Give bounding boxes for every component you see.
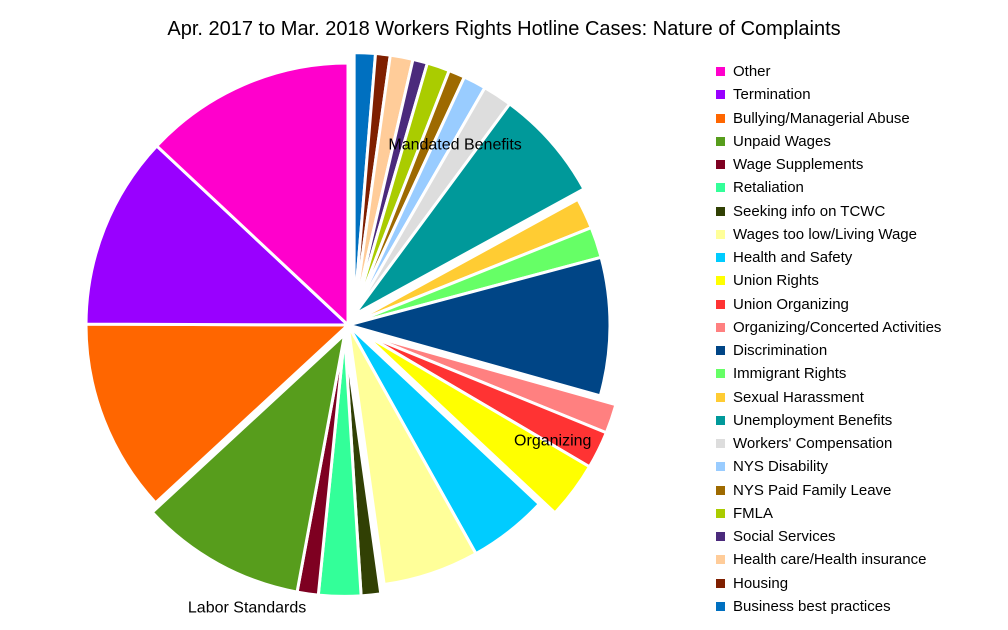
legend-item-workers-compensation: Workers' Compensation	[716, 432, 941, 455]
legend-swatch	[716, 392, 725, 402]
legend-label: Organizing/Concerted Activities	[733, 318, 942, 336]
legend-swatch	[716, 90, 725, 100]
legend-item-termination: Termination	[716, 83, 941, 106]
legend-item-seeking-info-on-tcwc: Seeking info on TCWC	[716, 200, 941, 223]
legend-swatch	[716, 67, 725, 77]
legend: Other Termination Bullying/Managerial Abus…	[716, 60, 941, 618]
legend-swatch	[716, 113, 725, 123]
legend-swatch	[716, 276, 725, 286]
pie-slices	[84, 51, 618, 598]
legend-swatch	[716, 346, 725, 356]
legend-swatch	[716, 299, 725, 309]
legend-label: Termination	[733, 86, 811, 104]
legend-swatch	[716, 439, 725, 449]
legend-item-unpaid-wages: Unpaid Wages	[716, 130, 941, 153]
legend-label: Seeking info on TCWC	[733, 202, 886, 220]
legend-item-fmla: FMLA	[716, 502, 941, 525]
legend-item-wage-supplements: Wage Supplements	[716, 153, 941, 176]
legend-label: Immigrant Rights	[733, 365, 847, 383]
legend-swatch	[716, 462, 725, 472]
legend-swatch	[716, 253, 725, 263]
legend-label: Housing	[733, 574, 789, 592]
legend-swatch	[716, 578, 725, 588]
legend-swatch	[716, 508, 725, 518]
legend-label: Other	[733, 63, 771, 81]
legend-label: Wages too low/Living Wage	[733, 225, 917, 243]
group-labels: Mandated Benefits Organizing Labor Standar…	[188, 136, 592, 616]
legend-item-health-and-safety: Health and Safety	[716, 246, 941, 269]
legend-swatch	[716, 601, 725, 611]
legend-item-sexual-harassment: Sexual Harassment	[716, 386, 941, 409]
slice-unemployment-benefits	[352, 102, 586, 317]
legend-label: NYS Disability	[733, 458, 829, 476]
legend-label: Health and Safety	[733, 249, 853, 267]
legend-label: Discrimination	[733, 342, 828, 360]
chart-title: Apr. 2017 to Mar. 2018 Workers Rights Ho…	[167, 18, 841, 40]
legend-item-nys-disability: NYS Disability	[716, 455, 941, 478]
legend-label: Sexual Harassment	[733, 388, 864, 406]
legend-label: Bullying/Managerial Abuse	[733, 109, 910, 127]
slice-unpaid-wages	[150, 332, 347, 594]
legend-label: NYS Paid Family Leave	[733, 481, 892, 499]
legend-label: Union Organizing	[733, 295, 849, 313]
legend-item-nys-paid-family-leave: NYS Paid Family Leave	[716, 479, 941, 502]
group-label-mandated-benefits: Mandated Benefits	[388, 136, 521, 153]
legend-label: Social Services	[733, 528, 836, 546]
legend-item-business-best-practices: Business best practices	[716, 595, 941, 618]
group-label-labor-standards: Labor Standards	[188, 600, 306, 617]
legend-label: Unpaid Wages	[733, 132, 831, 150]
legend-item-union-organizing: Union Organizing	[716, 293, 941, 316]
legend-item-organizing-concerted-activities: Organizing/Concerted Activities	[716, 316, 941, 339]
legend-item-wages-too-low-living-wage: Wages too low/Living Wage	[716, 223, 941, 246]
legend-item-immigrant-rights: Immigrant Rights	[716, 362, 941, 385]
legend-label: Unemployment Benefits	[733, 411, 893, 429]
slice-discrimination	[346, 255, 612, 398]
legend-swatch	[716, 532, 725, 542]
slice-bullying-managerial-abuse	[84, 322, 350, 505]
legend-swatch	[716, 415, 725, 425]
legend-label: Workers' Compensation	[733, 435, 893, 453]
legend-item-social-services: Social Services	[716, 525, 941, 548]
legend-swatch	[716, 206, 725, 216]
legend-swatch	[716, 136, 725, 146]
legend-swatch	[716, 160, 725, 170]
legend-item-retaliation: Retaliation	[716, 176, 941, 199]
legend-item-bullying-managerial-abuse: Bullying/Managerial Abuse	[716, 107, 941, 130]
legend-label: Business best practices	[733, 597, 891, 615]
legend-swatch	[716, 555, 725, 565]
legend-item-discrimination: Discrimination	[716, 339, 941, 362]
group-label-organizing: Organizing	[514, 432, 591, 449]
legend-label: Retaliation	[733, 179, 804, 197]
legend-label: Wage Supplements	[733, 156, 864, 174]
legend-label: FMLA	[733, 504, 774, 522]
legend-item-union-rights: Union Rights	[716, 269, 941, 292]
legend-item-housing: Housing	[716, 572, 941, 595]
legend-item-other: Other	[716, 60, 941, 83]
legend-item-health-care-health-insurance: Health care/Health insurance	[716, 548, 941, 571]
slice-other	[155, 61, 350, 327]
legend-label: Union Rights	[733, 272, 819, 290]
slice-wages-too-low-living-wage	[346, 323, 478, 586]
legend-swatch	[716, 229, 725, 239]
legend-label: Health care/Health insurance	[733, 551, 927, 569]
legend-swatch	[716, 369, 725, 379]
legend-swatch	[716, 322, 725, 332]
slice-termination	[84, 144, 350, 327]
legend-swatch	[716, 485, 725, 495]
legend-swatch	[716, 183, 725, 193]
slice-union-rights	[362, 332, 591, 515]
legend-item-unemployment-benefits: Unemployment Benefits	[716, 409, 941, 432]
